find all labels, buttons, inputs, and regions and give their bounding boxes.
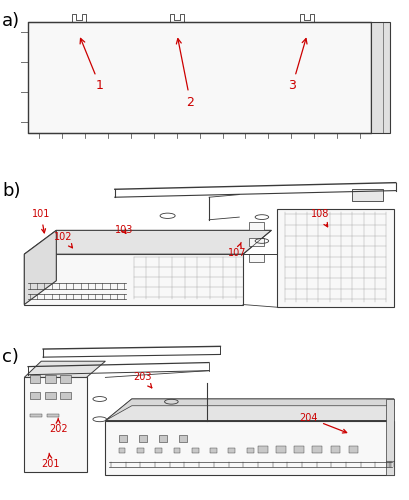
Bar bbox=[118, 435, 126, 442]
Polygon shape bbox=[105, 420, 393, 474]
Bar bbox=[294, 446, 303, 453]
Bar bbox=[352, 190, 382, 201]
Bar bbox=[60, 392, 70, 399]
Bar bbox=[138, 435, 147, 442]
Text: 1: 1 bbox=[80, 38, 103, 92]
Text: 3: 3 bbox=[288, 38, 306, 92]
Bar bbox=[276, 446, 285, 453]
Bar bbox=[28, 22, 371, 133]
Bar bbox=[330, 446, 339, 453]
Bar bbox=[248, 222, 263, 230]
Polygon shape bbox=[24, 378, 86, 472]
Bar bbox=[173, 448, 180, 453]
Text: c): c) bbox=[2, 348, 19, 366]
Bar bbox=[60, 376, 70, 383]
Text: 2: 2 bbox=[176, 38, 194, 108]
Bar bbox=[248, 238, 263, 246]
Bar bbox=[312, 446, 321, 453]
Bar bbox=[191, 448, 198, 453]
Bar bbox=[155, 448, 162, 453]
Bar bbox=[246, 448, 253, 453]
Polygon shape bbox=[24, 254, 243, 304]
Bar bbox=[45, 376, 56, 383]
Bar bbox=[137, 448, 143, 453]
Bar bbox=[210, 448, 216, 453]
Polygon shape bbox=[105, 399, 393, 420]
Polygon shape bbox=[24, 230, 271, 254]
Text: 108: 108 bbox=[310, 210, 328, 227]
Text: 204: 204 bbox=[299, 413, 346, 433]
Bar bbox=[118, 448, 125, 453]
Bar bbox=[45, 392, 56, 399]
Bar bbox=[158, 435, 167, 442]
Text: 103: 103 bbox=[115, 226, 133, 235]
Polygon shape bbox=[105, 399, 393, 420]
Bar bbox=[47, 414, 59, 416]
Text: a): a) bbox=[2, 12, 20, 30]
Bar bbox=[258, 446, 267, 453]
Text: 202: 202 bbox=[49, 418, 67, 434]
Bar bbox=[30, 392, 40, 399]
Polygon shape bbox=[24, 230, 56, 304]
Text: 107: 107 bbox=[227, 242, 246, 258]
Text: 201: 201 bbox=[41, 454, 60, 469]
Polygon shape bbox=[276, 209, 393, 307]
Text: b): b) bbox=[2, 182, 20, 200]
Bar bbox=[371, 22, 389, 133]
Bar bbox=[30, 376, 40, 383]
Bar bbox=[178, 435, 187, 442]
Bar bbox=[228, 448, 235, 453]
Text: 101: 101 bbox=[32, 210, 50, 233]
Text: 203: 203 bbox=[133, 372, 152, 388]
Bar bbox=[248, 254, 263, 262]
Text: 102: 102 bbox=[54, 232, 73, 248]
Bar bbox=[348, 446, 357, 453]
Polygon shape bbox=[385, 399, 393, 474]
Polygon shape bbox=[24, 361, 105, 378]
Bar bbox=[30, 414, 42, 416]
